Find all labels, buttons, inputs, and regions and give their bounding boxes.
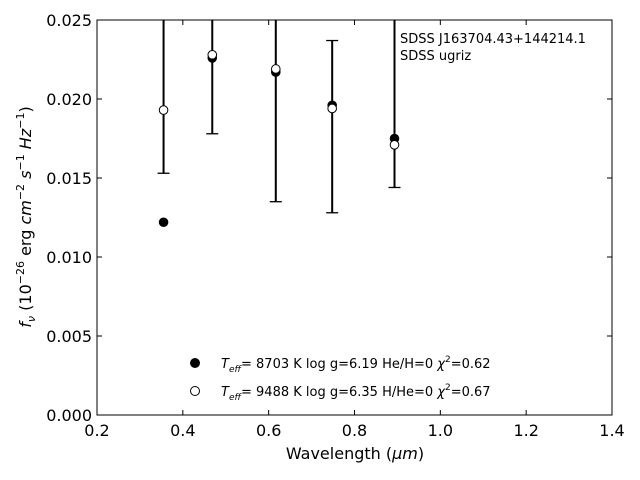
x-tick-label: 0.2 (84, 421, 109, 440)
y-tick-label: 0.005 (46, 327, 92, 346)
point-open (158, 105, 169, 115)
x-tick-label: 0.6 (256, 421, 281, 440)
y-tick-label: 0.020 (46, 90, 92, 109)
point-open (389, 140, 400, 150)
annotation-filter-set: SDSS ugriz (400, 49, 471, 64)
x-tick-label: 1.2 (513, 421, 538, 440)
plot-frame (96, 19, 613, 416)
point-open (270, 64, 281, 74)
point-open (327, 103, 337, 114)
legend-entry-2: Teff= 9488 K log g=6.35 H/He=0 χ2=0.67 (221, 383, 491, 403)
x-tick-label: 0.8 (342, 421, 367, 440)
plot-area (97, 20, 612, 415)
y-tick-label: 0.015 (46, 169, 92, 188)
y-tick-label: 0.025 (46, 11, 92, 30)
data-markers (158, 49, 400, 228)
x-tick-label: 1.4 (599, 421, 624, 440)
y-tick-label: 0.000 (46, 406, 92, 425)
x-tick-label: 0.4 (170, 421, 195, 440)
legend-marker-filled (190, 358, 200, 368)
point-filled (158, 217, 169, 228)
annotation-object-name: SDSS J163704.43+144214.1 (400, 32, 586, 47)
legend-entry-1: Teff= 8703 K log g=6.19 He/H=0 χ2=0.62 (221, 355, 491, 375)
legend: Teff= 8703 K log g=6.19 He/H=0 χ2=0.62 T… (190, 355, 491, 403)
x-axis-title: Wavelength (μm) (286, 444, 424, 463)
legend-marker-open (190, 386, 200, 396)
x-tick-label: 1.0 (428, 421, 453, 440)
error-bars (157, 20, 401, 214)
y-axis-title: fν (10−26 erg cm−2 s−1 Hz−1) (14, 106, 38, 327)
y-ticks: 0.000 0.005 0.010 0.015 0.020 0.025 (46, 11, 612, 425)
point-open (207, 49, 218, 60)
y-tick-label: 0.010 (46, 248, 92, 267)
